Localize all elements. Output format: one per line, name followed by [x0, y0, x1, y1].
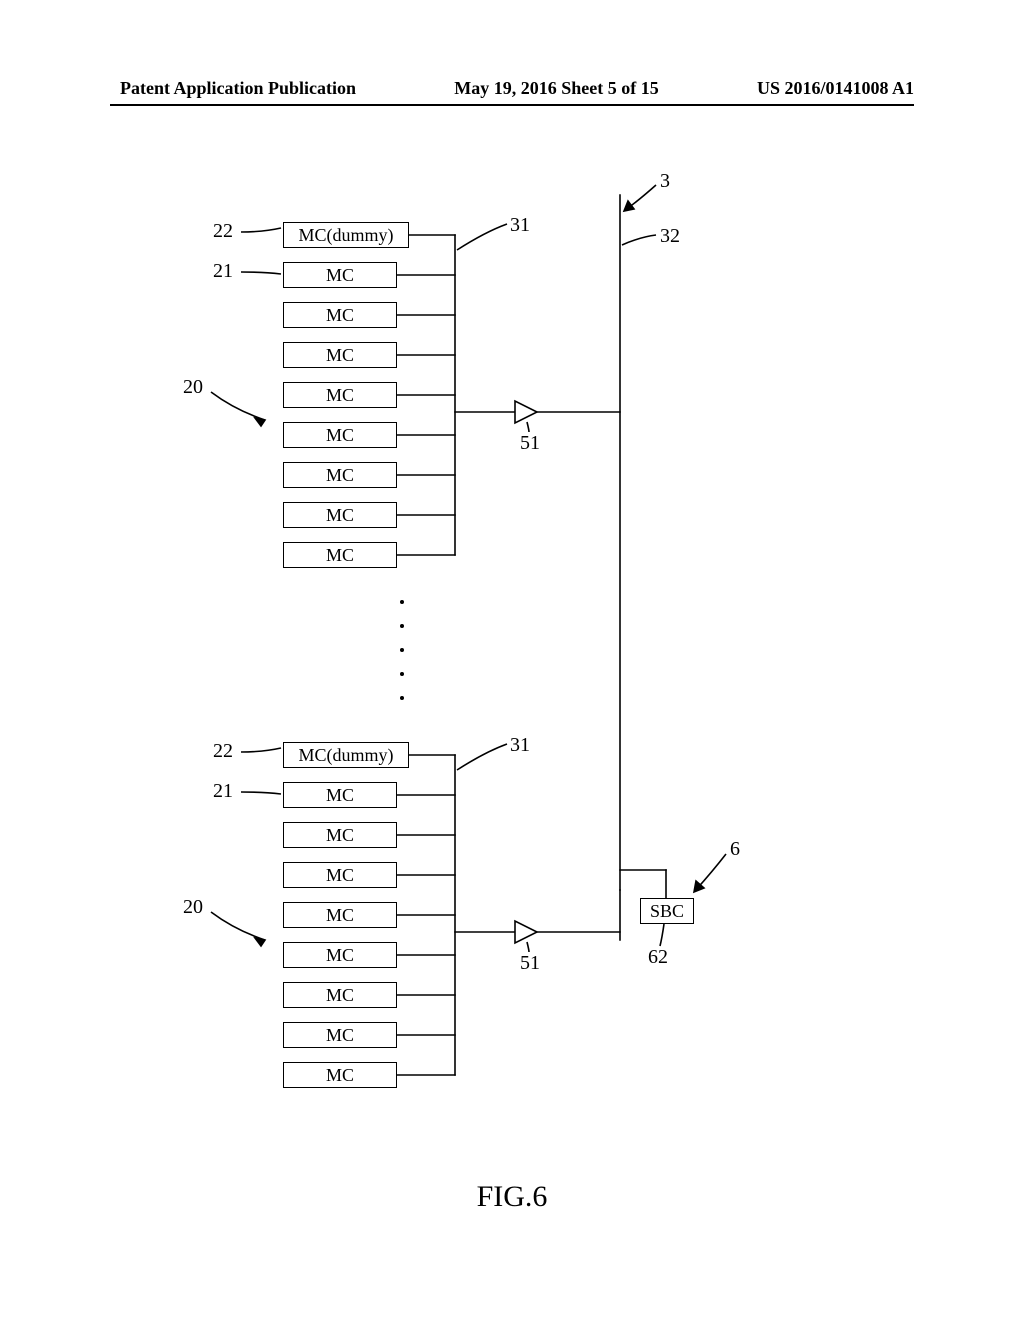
ellipsis-dot	[400, 624, 404, 628]
ref-label-32: 32	[660, 225, 680, 248]
mc-box: MC	[283, 302, 397, 328]
diagram: MC(dummy) 22 MC 21 MC MC MC MC MC MC MC 31 20 51 MC(du…	[0, 0, 1024, 1320]
ref-label-21: 21	[213, 260, 233, 283]
ref-label-20: 20	[183, 896, 203, 919]
mc-box: MC	[283, 942, 397, 968]
ellipsis-dot	[400, 648, 404, 652]
mc-box: MC	[283, 502, 397, 528]
ellipsis-dot	[400, 600, 404, 604]
figure-label: FIG.6	[0, 1180, 1024, 1214]
ellipsis-dot	[400, 696, 404, 700]
ref-label-31: 31	[510, 214, 530, 237]
mc-box: MC	[283, 262, 397, 288]
ref-label-51: 51	[520, 952, 540, 975]
ref-label-22: 22	[213, 740, 233, 763]
mc-box: MC	[283, 382, 397, 408]
page: Patent Application Publication May 19, 2…	[0, 0, 1024, 1320]
ref-label-22: 22	[213, 220, 233, 243]
mc-box: MC	[283, 822, 397, 848]
ref-label-21: 21	[213, 780, 233, 803]
mc-box: MC	[283, 1022, 397, 1048]
mc-box: MC	[283, 422, 397, 448]
mc-box: MC	[283, 782, 397, 808]
ref-label-3: 3	[660, 170, 670, 193]
mc-box: MC(dummy)	[283, 222, 409, 248]
mc-box: MC	[283, 1062, 397, 1088]
mc-box: MC	[283, 342, 397, 368]
mc-box: MC	[283, 982, 397, 1008]
mc-box: MC	[283, 902, 397, 928]
ref-label-62: 62	[648, 946, 668, 969]
ref-label-31: 31	[510, 734, 530, 757]
ellipsis-dot	[400, 672, 404, 676]
wiring-svg	[0, 0, 1024, 1320]
mc-box: MC	[283, 542, 397, 568]
mc-box: MC(dummy)	[283, 742, 409, 768]
ref-label-51: 51	[520, 432, 540, 455]
mc-box: MC	[283, 462, 397, 488]
sbc-box: SBC	[640, 898, 694, 924]
ref-label-20: 20	[183, 376, 203, 399]
mc-box: MC	[283, 862, 397, 888]
ref-label-6: 6	[730, 838, 740, 861]
